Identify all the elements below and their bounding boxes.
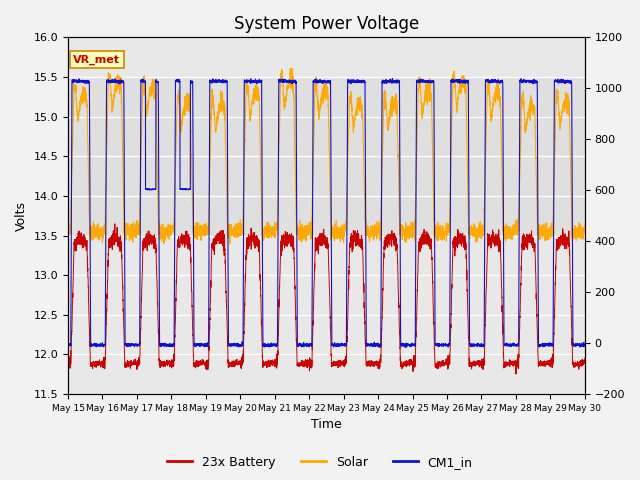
Text: VR_met: VR_met	[73, 54, 120, 65]
Legend: 23x Battery, Solar, CM1_in: 23x Battery, Solar, CM1_in	[163, 451, 477, 474]
Y-axis label: Volts: Volts	[15, 201, 28, 231]
X-axis label: Time: Time	[311, 419, 342, 432]
Bar	[68, 77, 585, 236]
Title: System Power Voltage: System Power Voltage	[234, 15, 419, 33]
